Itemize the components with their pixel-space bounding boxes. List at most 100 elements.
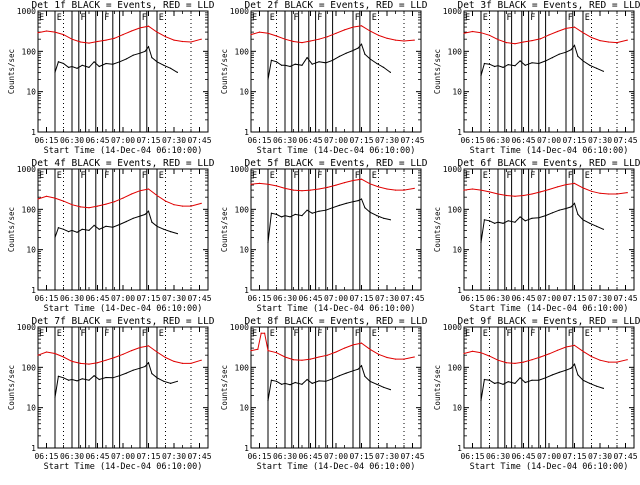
- flag-label: F: [568, 329, 573, 339]
- events-data-point: [54, 396, 56, 398]
- lld-data-point: [377, 186, 380, 188]
- lld-data-point: [284, 38, 286, 40]
- events-data-point: [524, 220, 526, 222]
- events-data-point: [383, 66, 385, 68]
- events-data-point: [480, 400, 482, 402]
- lld-data-point: [497, 359, 499, 361]
- lld-data-point: [403, 40, 405, 42]
- lld-data-point: [275, 352, 278, 354]
- lld-data-point: [556, 30, 559, 33]
- events-data-point: [275, 61, 278, 63]
- flag-label: F: [355, 171, 360, 181]
- flag-label: E: [465, 13, 470, 23]
- events-data-point: [88, 379, 90, 381]
- lld-data-point: [573, 182, 576, 184]
- events-data-point: [545, 215, 547, 217]
- flag-label: E: [585, 171, 590, 181]
- lld-data-point: [122, 197, 124, 199]
- events-data-point: [565, 369, 567, 371]
- lld-data-point: [257, 348, 259, 350]
- events-data-point: [125, 58, 127, 60]
- x-tick-label: 07:15: [562, 136, 586, 145]
- events-data-point: [119, 375, 121, 377]
- panel-title: Det 1f BLACK = Events, RED = LLD: [31, 0, 214, 11]
- y-tick-label: 1: [457, 128, 462, 137]
- events-data-point: [289, 384, 291, 386]
- events-data-point: [289, 216, 291, 218]
- events-data-point: [93, 61, 95, 63]
- lld-data-point: [105, 203, 107, 205]
- x-tick-label: 07:15: [349, 452, 373, 461]
- events-data-point: [558, 209, 560, 211]
- x-tick-label: 06:30: [486, 294, 510, 303]
- events-data-point: [81, 64, 83, 66]
- lld-data-point: [497, 39, 499, 41]
- events-data-point: [88, 66, 90, 68]
- events-data-point: [68, 66, 70, 68]
- events-data-point: [551, 57, 554, 59]
- events-data-point: [294, 63, 296, 65]
- flag-label: F: [294, 13, 299, 23]
- lld-data-point: [147, 345, 150, 347]
- events-data-point: [275, 380, 278, 382]
- events-data-point: [151, 221, 153, 223]
- y-tick-label: 1000: [17, 7, 36, 16]
- x-tick-label: 07:00: [111, 294, 135, 303]
- events-data-point: [332, 59, 334, 61]
- events-data-point: [514, 65, 516, 67]
- events-data-point: [301, 64, 303, 66]
- detector-panel: Det 9f BLACK = Events, RED = LLD 1 10 100 10…: [433, 316, 640, 472]
- lld-data-point: [62, 356, 65, 358]
- panel-title: Det 5f BLACK = Events, RED = LLD: [244, 158, 427, 169]
- x-axis-label: Start Time (14-Dec-04 06:10:00): [470, 462, 629, 472]
- events-data-point: [281, 64, 283, 66]
- x-tick-label: 07:45: [613, 452, 637, 461]
- events-series-line: [480, 202, 604, 243]
- events-data-point: [596, 67, 598, 69]
- events-data-point: [318, 210, 320, 212]
- panel-title: Det 6f BLACK = Events, RED = LLD: [457, 158, 640, 169]
- lld-data-point: [275, 35, 278, 37]
- y-tick-label: 1000: [443, 7, 462, 16]
- events-data-point: [369, 380, 371, 382]
- x-tick-label: 06:15: [247, 136, 271, 145]
- detector-panel: Det 1f BLACK = Events, RED = LLD 1 10 100 10…: [7, 0, 215, 156]
- lld-data-point: [573, 26, 576, 28]
- y-tick-label: 1: [31, 128, 36, 137]
- events-data-point: [573, 202, 576, 204]
- y-tick-label: 100: [235, 363, 250, 372]
- events-data-point: [352, 201, 354, 203]
- lld-data-point: [147, 25, 150, 27]
- lld-series-line: [250, 25, 415, 44]
- y-tick-label: 1000: [230, 323, 249, 332]
- lld-data-point: [139, 27, 141, 29]
- x-tick-label: 07:00: [537, 452, 561, 461]
- lld-series-line: [37, 188, 202, 209]
- lld-data-point: [556, 349, 559, 351]
- lld-data-point: [343, 29, 346, 31]
- x-axis-label: Start Time (14-Dec-04 06:10:00): [44, 462, 203, 472]
- x-tick-label: 07:15: [562, 294, 586, 303]
- lld-data-point: [45, 351, 48, 353]
- x-axis-label: Start Time (14-Dec-04 06:10:00): [44, 146, 203, 156]
- events-data-point: [519, 377, 521, 379]
- lld-data-point: [96, 362, 99, 364]
- lld-data-point: [37, 198, 39, 200]
- events-data-point: [519, 216, 521, 218]
- lld-data-point: [292, 189, 295, 191]
- events-data-point: [573, 363, 576, 365]
- lld-data-point: [326, 36, 329, 38]
- flag-label: F: [142, 13, 147, 23]
- x-tick-label: 06:45: [298, 136, 322, 145]
- flag-label: F: [294, 171, 299, 181]
- flag-label: E: [483, 329, 488, 339]
- x-axis-label: Start Time (14-Dec-04 06:10:00): [470, 146, 629, 156]
- lld-data-point: [403, 358, 405, 360]
- x-tick-label: 07:30: [162, 452, 186, 461]
- events-data-point: [524, 64, 526, 66]
- flag-label: E: [585, 329, 590, 339]
- flag-label: F: [355, 13, 360, 23]
- events-data-point: [602, 387, 605, 389]
- lld-data-point: [79, 362, 82, 364]
- lld-data-point: [173, 204, 175, 206]
